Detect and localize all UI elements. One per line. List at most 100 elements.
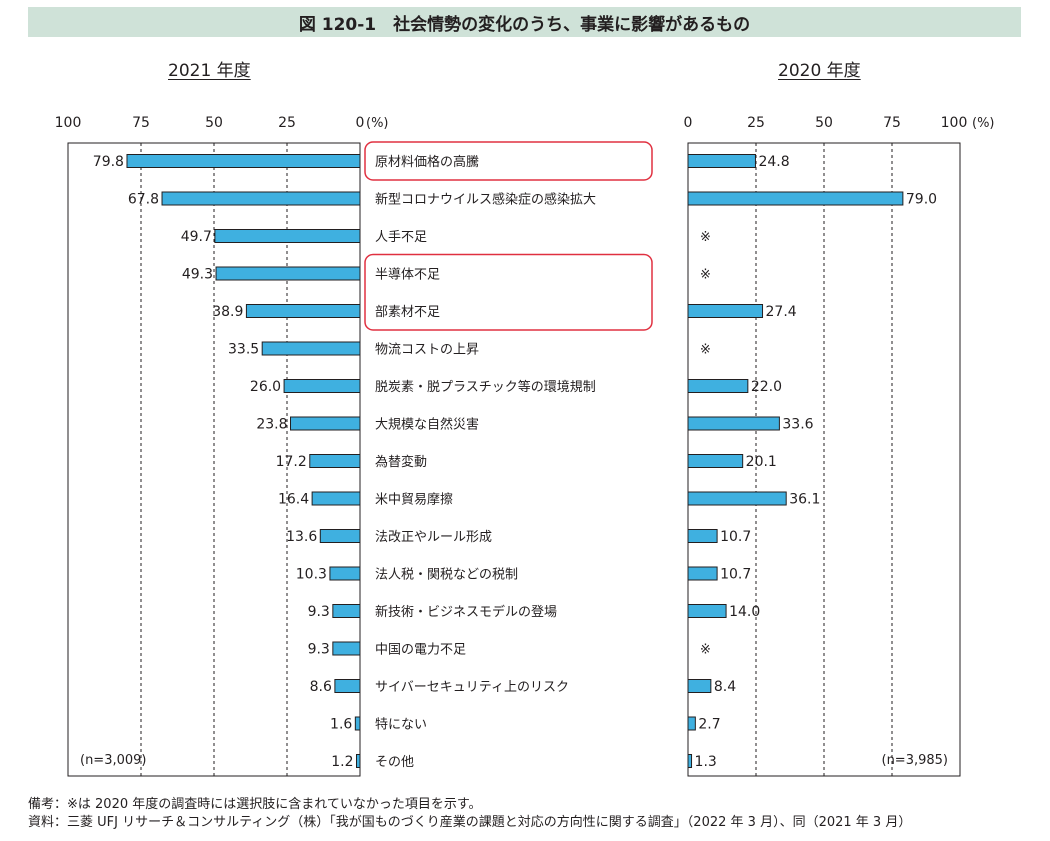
bar-2020 [687,454,744,468]
left-tick-label: 100 [55,115,82,131]
bar-2021 [329,566,361,581]
highlight-box [364,141,653,181]
category-label: 特にない [375,718,427,733]
value-label-2021: 49.3 [182,267,213,283]
bar-2020 [687,416,780,431]
value-label-2021: 26.0 [250,379,281,395]
bar-2020 [687,604,727,618]
right-tick-label: 0 [684,115,693,131]
bar-2021 [261,341,361,356]
value-label-2020: 14.0 [729,604,760,620]
value-label-2020: 10.7 [720,529,751,545]
value-label-2020: 33.6 [782,417,813,433]
category-label: 法改正やルール形成 [375,530,492,545]
value-label-2020: 79.0 [906,192,937,208]
value-label-2020: 20.1 [746,454,777,470]
category-label: 法人税・関税などの税制 [375,568,518,583]
value-label-2020: 24.8 [758,154,789,170]
bar-2020 [687,566,718,581]
bar-2020 [687,304,764,318]
category-label: 米中貿易摩擦 [375,492,453,508]
bar-2021 [214,229,361,243]
bar-2021 [354,716,361,731]
bar-2021 [332,604,361,618]
bar-2020 [687,529,718,543]
bar-2021 [245,304,361,318]
bar-2020 [687,754,693,768]
value-label-2021: 79.8 [93,154,124,170]
bar-2020 [687,679,712,693]
value-label-2020: 8.4 [714,679,736,695]
left-n-label: (n=3,009) [80,753,147,768]
value-label-2021: 33.5 [228,342,259,358]
bar-2021 [311,491,361,506]
right-tick-label: 75 [883,115,901,131]
left-tick-label: 25 [278,115,296,131]
value-label-2021: 9.3 [308,642,330,658]
value-label-2021: 23.8 [256,417,287,433]
right-tick-label: 100 [941,115,968,131]
year-label-2021: 2021 年度 [168,61,251,81]
category-label: サイバーセキュリティ上のリスク [375,680,569,695]
category-label: その他 [375,755,414,770]
notes: 備考：※は 2020 年度の調査時には選択肢に含まれていなかった項目を示す。 資… [28,796,911,832]
bar-2021 [309,454,361,468]
not-asked-mark: ※ [700,230,711,245]
bar-2020 [687,379,749,393]
value-label-2020: 10.7 [720,567,751,583]
value-label-2021: 10.3 [296,567,327,583]
not-asked-mark: ※ [700,343,711,358]
bar-2021 [334,679,361,693]
value-label-2020: 27.4 [766,304,797,320]
value-label-2021: 13.6 [286,529,317,545]
category-label: 脱炭素・脱プラスチック等の環境規制 [375,379,596,395]
value-label-2020: 36.1 [789,492,820,508]
category-label: 物流コストの上昇 [375,343,479,358]
right-unit-label: (%) [972,116,995,131]
not-asked-mark: ※ [700,643,711,658]
left-tick-label: 0 [356,115,365,131]
not-asked-mark: ※ [700,268,711,283]
value-label-2021: 16.4 [278,492,309,508]
right-tick-label: 50 [815,115,833,131]
value-label-2021: 1.2 [331,754,353,770]
category-label: 新型コロナウイルス感染症の感染拡大 [375,192,596,208]
note-source: 資料：三菱 UFJ リサーチ＆コンサルティング（株）「我が国ものづくり産業の課題… [28,815,912,830]
value-label-2021: 17.2 [276,454,307,470]
category-label: 大規模な自然災害 [375,417,479,433]
value-label-2021: 9.3 [308,604,330,620]
value-label-2021: 49.7 [181,229,212,245]
year-label-2020: 2020 年度 [778,61,861,81]
category-label: 中国の電力不足 [375,643,466,658]
category-label: 新技術・ビジネスモデルの登場 [375,604,557,620]
category-label: 部素材不足 [375,305,440,320]
left-tick-label: 50 [205,115,223,131]
value-label-2021: 67.8 [128,192,159,208]
note-remark: 備考：※は 2020 年度の調査時には選択肢に含まれていなかった項目を示す。 [28,797,482,812]
value-label-2021: 38.9 [212,304,243,320]
value-label-2020: 1.3 [695,754,717,770]
highlight-box [364,253,653,331]
value-label-2020: 22.0 [751,379,782,395]
bar-2020 [687,491,787,506]
chart-title: 図 120-1 社会情勢の変化のうち、事業に影響があるもの [28,7,1021,37]
bar-2021 [126,154,361,168]
left-tick-label: 75 [132,115,150,131]
category-label: 為替変動 [375,454,427,470]
value-label-2021: 8.6 [310,679,332,695]
bar-2020 [687,154,756,168]
bar-2020 [687,716,696,731]
category-label: 半導体不足 [375,268,440,283]
bar-2021 [283,379,361,393]
bar-2021 [319,529,361,543]
value-label-2021: 1.6 [330,717,352,733]
category-label: 人手不足 [375,230,427,245]
bar-2021 [161,191,361,206]
bar-2021 [332,641,361,656]
bar-2021 [355,754,361,768]
bar-2021 [290,416,361,431]
bar-2020 [687,191,904,206]
category-label: 原材料価格の高騰 [375,154,479,170]
bar-2021 [215,266,361,281]
